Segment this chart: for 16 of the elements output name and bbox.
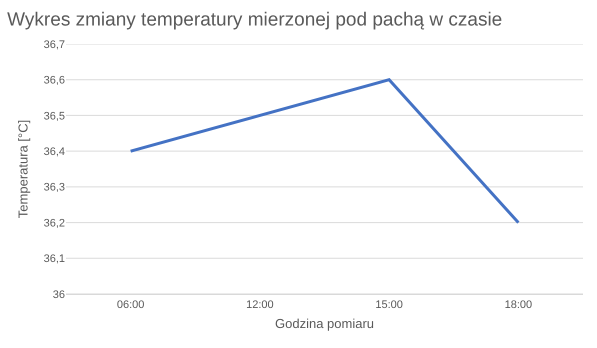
x-tick-label: 15:00	[375, 299, 403, 312]
y-tick-label: 36,3	[44, 182, 65, 194]
y-tick-label: 36,5	[44, 110, 65, 122]
x-tick-label: 18:00	[504, 299, 532, 312]
y-tick-label: 36,2	[44, 217, 65, 230]
chart-title: Wykres zmiany temperatury mierzonej pod pachą w czasie	[7, 9, 502, 30]
line-series	[129, 78, 520, 224]
y-tick-label: 36	[52, 288, 65, 301]
x-tick-label: 06:00	[116, 299, 144, 312]
y-tick-label: 36,1	[44, 253, 65, 266]
y-axis-title: Temperatura [°C]	[16, 120, 31, 218]
x-axis-title: Godzina pomiaru	[275, 316, 374, 331]
y-tick-label: 36,4	[44, 146, 65, 158]
x-tick-label: 12:00	[246, 299, 274, 312]
y-tick-label: 36,6	[44, 74, 65, 87]
y-tick-label: 36,7	[44, 38, 65, 51]
